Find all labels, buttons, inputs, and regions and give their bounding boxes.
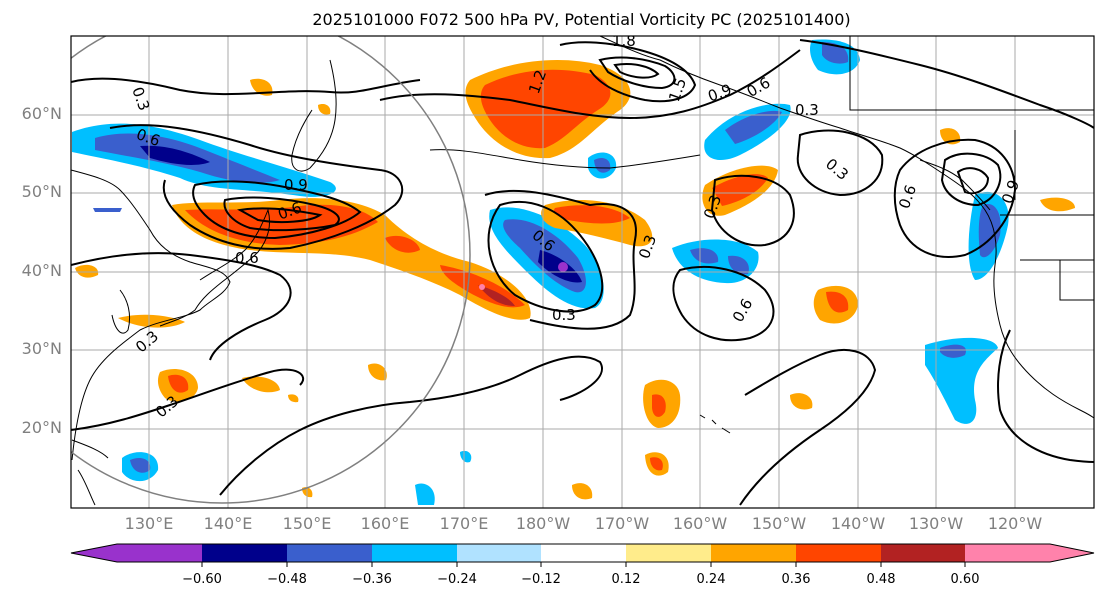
lon-label: 140°E — [203, 514, 253, 533]
colorbar-segment — [457, 544, 541, 562]
contour-jet-0.6 — [109, 124, 404, 250]
colorbar-segment — [965, 544, 1050, 562]
pv-contours — [71, 39, 1094, 506]
coast-bc — [919, 159, 991, 211]
lat-label: 60°N — [21, 104, 62, 123]
lon-label: 180°W — [515, 514, 571, 533]
colorbar-segment — [796, 544, 881, 562]
colorbar-tick-label: −0.24 — [437, 572, 477, 587]
coast-aleutians — [429, 149, 701, 169]
colorbar-segment — [287, 544, 372, 562]
lon-label: 170°W — [594, 514, 650, 533]
colorbar-segment — [711, 544, 796, 562]
colorbar-segment — [117, 544, 202, 562]
colorbar-tick-label: 0.60 — [950, 572, 980, 587]
contour-north-0.3 — [71, 77, 421, 96]
colorbar-outline — [70, 543, 1095, 563]
colorbar-segment — [202, 544, 287, 562]
coast-hawaii — [699, 414, 731, 434]
negative-anomaly-okhotsk-center — [140, 145, 210, 165]
map-frame — [70, 35, 1095, 509]
coast-korea — [111, 289, 131, 334]
contour-subtropical — [219, 355, 603, 496]
coast-alaska — [599, 36, 946, 176]
negative-anomaly-central-pacific-peak — [558, 262, 568, 272]
lon-label: 160°E — [360, 514, 410, 533]
colorbar — [70, 543, 1095, 567]
colorbar-extend-high — [1050, 544, 1094, 562]
negative-anomaly-hawaii-east — [925, 337, 998, 424]
contour-subtropical-east — [739, 349, 877, 506]
negative-anomaly-small-2 — [415, 483, 435, 505]
contour-gulf-0.3 — [796, 129, 884, 197]
colorbar-tick-label: −0.60 — [182, 572, 222, 587]
contour-central-0.6 — [487, 200, 604, 313]
lon-label: 150°W — [751, 514, 807, 533]
coast-philippines — [77, 469, 96, 506]
range-ring — [71, 36, 471, 504]
lat-label: 40°N — [21, 261, 62, 280]
coast-north-america — [944, 174, 1094, 419]
colorbar-tick-label: 0.24 — [696, 572, 726, 587]
contour-label: 0.3 — [795, 101, 819, 119]
map-plot-area: 0.3 0.6 0.9 1.8 1.2 1.5 0.3 0.6 0.9 0.3 … — [71, 32, 1094, 508]
colorbar-segment — [881, 544, 965, 562]
colorbar-tick-label: 0.12 — [611, 572, 641, 587]
contour-west-coast-low — [893, 138, 1017, 258]
colorbar-tick-label: 0.48 — [866, 572, 896, 587]
lon-label: 120°W — [987, 514, 1043, 533]
contour-south-0.3 — [71, 252, 292, 361]
colorbar-extend-low — [71, 544, 117, 562]
contour-label: 0.3 — [552, 306, 576, 324]
colorbar-tick-label: −0.48 — [267, 572, 307, 587]
lat-label: 50°N — [21, 182, 62, 201]
lon-label: 140°W — [830, 514, 886, 533]
colorbar-tick-label: −0.36 — [352, 572, 392, 587]
contour-bering-lows — [379, 49, 801, 120]
lon-label: 150°E — [282, 514, 332, 533]
positive-anomaly-jet-core — [185, 204, 378, 245]
colorbar-tick-label: −0.12 — [521, 572, 561, 587]
lon-label: 160°W — [672, 514, 728, 533]
colorbar-segment — [372, 544, 457, 562]
lon-label: 130°E — [124, 514, 174, 533]
colorbar-segment — [626, 544, 711, 562]
coastlines — [71, 36, 1094, 506]
contour-jet-inner — [223, 196, 340, 232]
contour-gulf-0.6 — [710, 174, 795, 247]
positive-anomaly-bering-core — [480, 69, 611, 149]
coast-asia — [71, 169, 231, 461]
lon-label: 130°W — [908, 514, 964, 533]
contour-east-0.6 — [672, 266, 775, 342]
contour-central-0.3 — [484, 189, 637, 330]
coast-kamchatka — [291, 59, 337, 172]
contour-label: 0.6 — [235, 249, 259, 267]
contour-label: 0.9 — [284, 176, 308, 194]
map-title: 2025101000 F072 500 hPa PV, Potential Vo… — [312, 10, 851, 29]
coast-japan — [159, 208, 271, 327]
colorbar-tick-label: 0.36 — [781, 572, 811, 587]
lat-label: 30°N — [21, 339, 62, 358]
lat-label: 20°N — [21, 418, 62, 437]
contour-label: 1.8 — [612, 32, 636, 50]
lon-label: 170°E — [439, 514, 489, 533]
colorbar-segment — [541, 544, 626, 562]
contour-west-0.3 — [71, 368, 305, 431]
